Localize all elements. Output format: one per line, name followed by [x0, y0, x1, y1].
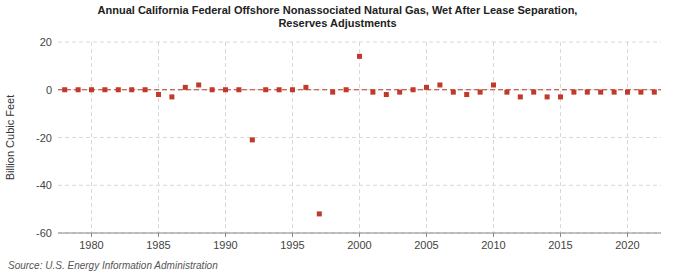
x-axis-line — [58, 233, 661, 234]
axes: -60 -40 -20 0 20 1980 1985 1990 1995 2000 2005 2010… — [36, 36, 661, 251]
point — [357, 54, 362, 59]
x-tick — [359, 233, 360, 237]
point — [464, 92, 469, 97]
point — [531, 90, 536, 95]
y-grid-line — [58, 233, 661, 234]
point — [330, 90, 335, 95]
point — [143, 87, 148, 92]
x-grid-line — [158, 42, 159, 233]
point — [277, 87, 282, 92]
x-tick — [91, 233, 92, 237]
y-grid-line — [58, 137, 661, 138]
y-tick-label: -60 — [36, 227, 52, 239]
y-axis-label: Billion Cubic Feet — [4, 95, 16, 181]
x-grid-line — [627, 42, 628, 233]
point — [504, 90, 509, 95]
point — [250, 137, 255, 142]
y-tick-label: -20 — [36, 132, 52, 144]
x-tick-label: 1980 — [79, 239, 103, 251]
point — [652, 90, 657, 95]
point — [156, 92, 161, 97]
x-tick — [292, 233, 293, 237]
x-tick-label: 1985 — [146, 239, 170, 251]
x-tick-label: 2020 — [615, 239, 639, 251]
chart: -60 -40 -20 0 20 1980 1985 1990 1995 2000 2005 2010… — [0, 0, 675, 275]
y-tick-label: 20 — [40, 36, 52, 48]
point — [411, 87, 416, 92]
point — [437, 82, 442, 87]
point — [210, 87, 215, 92]
point — [638, 90, 643, 95]
point — [451, 90, 456, 95]
point — [223, 87, 228, 92]
title: Annual California Federal Offshore Nonas… — [98, 4, 578, 29]
point — [196, 82, 201, 87]
x-grid-line — [560, 42, 561, 233]
x-grid-line — [225, 42, 226, 233]
x-grid-line — [359, 42, 360, 233]
y-tick-label: 0 — [46, 84, 52, 96]
x-tick-label: 1990 — [213, 239, 237, 251]
x-grid-line — [426, 42, 427, 233]
x-grid-line — [91, 42, 92, 233]
point — [263, 87, 268, 92]
point — [89, 87, 94, 92]
point — [129, 87, 134, 92]
x-tick-label: 2005 — [414, 239, 438, 251]
x-tick-label: 1995 — [280, 239, 304, 251]
point — [169, 94, 174, 99]
point — [478, 90, 483, 95]
point — [62, 87, 67, 92]
point — [612, 90, 617, 95]
point — [236, 87, 241, 92]
point — [585, 90, 590, 95]
point — [384, 92, 389, 97]
x-tick — [560, 233, 561, 237]
point — [397, 90, 402, 95]
x-tick — [493, 233, 494, 237]
x-tick-label: 2000 — [347, 239, 371, 251]
point — [625, 90, 630, 95]
point — [116, 87, 121, 92]
x-tick — [225, 233, 226, 237]
point — [424, 85, 429, 90]
point — [303, 85, 308, 90]
point — [518, 94, 523, 99]
point — [76, 87, 81, 92]
point — [545, 94, 550, 99]
y-grid-line — [58, 89, 661, 90]
x-tick — [627, 233, 628, 237]
x-tick — [158, 233, 159, 237]
point — [290, 87, 295, 92]
x-tick-label: 2015 — [548, 239, 572, 251]
point — [558, 94, 563, 99]
point — [317, 211, 322, 216]
x-tick-label: 2010 — [481, 239, 505, 251]
x-tick — [426, 233, 427, 237]
point — [598, 90, 603, 95]
point — [571, 90, 576, 95]
plot-area — [58, 54, 661, 217]
x-grid-line — [493, 42, 494, 233]
point — [491, 82, 496, 87]
zero-line — [58, 89, 661, 90]
point — [344, 87, 349, 92]
y-tick-label: -40 — [36, 179, 52, 191]
point — [370, 90, 375, 95]
point — [183, 85, 188, 90]
grid — [58, 42, 661, 233]
point — [102, 87, 107, 92]
x-grid-line — [292, 42, 293, 233]
source-note: Source: U.S. Energy Information Administ… — [8, 260, 218, 271]
